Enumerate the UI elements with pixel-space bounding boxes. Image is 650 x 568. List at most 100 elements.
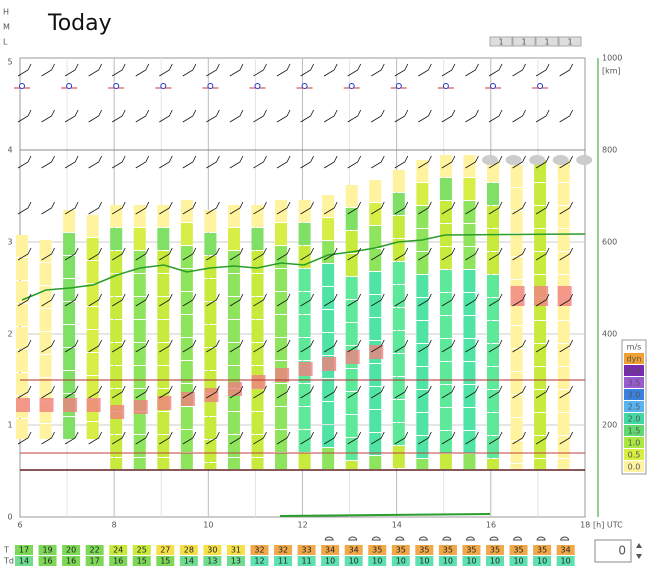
wind-cell [180,338,193,360]
table-cell [486,545,504,555]
wind-cell [298,246,311,268]
wind-barb [111,63,126,77]
table-cell [203,545,222,555]
table-value: 10 [325,557,335,566]
wind-barb [17,339,32,353]
page-button[interactable] [558,36,582,47]
table-value: 35 [396,546,406,555]
wind-barb [64,201,79,215]
table-cell [250,545,269,555]
wind-barb [206,431,220,445]
legend-swatch [624,461,644,472]
table-cell [62,556,81,566]
wind-barb [135,201,150,215]
wind-barb [64,339,79,353]
wind-barb [535,109,550,123]
page-button-label[interactable]: 1 [567,38,572,47]
page-button-label[interactable]: 1 [544,38,549,47]
wind-barb [512,155,526,169]
x-axis-label: 10 [203,521,213,530]
wind-barb [535,247,550,261]
wind-barb [229,293,244,307]
wind-barb [135,431,150,445]
wind-cell [180,269,193,291]
wind-barb [559,63,574,77]
wind-barb [394,385,409,399]
wind-cell [345,461,358,469]
level-label: M [3,23,10,32]
wind-barb [465,339,479,353]
wind-cell [534,459,547,469]
wind-cell [16,350,28,372]
wind-cell [322,287,335,309]
wind-cell [463,408,476,430]
wind-cell [557,459,570,469]
pressure-dot [207,83,214,89]
wind-barb [465,431,479,445]
page-button[interactable] [512,36,536,47]
wind-barb [323,431,338,445]
wind-cell [557,229,570,251]
spin-up[interactable] [636,543,642,548]
x-axis-label: 12 [298,521,308,530]
wind-cell [416,321,429,343]
page-button[interactable] [489,36,513,47]
wind-barb [17,247,32,261]
wind-barb [206,201,220,215]
wind-barb [418,201,432,215]
wind-barb [559,155,574,169]
pressure-dot [537,83,544,89]
table-value: 34 [349,546,359,555]
counter-value[interactable]: 0 [618,544,626,558]
wind-cell [487,413,499,435]
wind-cell [110,435,123,457]
table-cell [297,545,316,555]
wind-cell [439,454,452,469]
wind-barb [300,63,314,77]
wind-cell [369,433,382,455]
wind-cell [510,234,523,256]
page-button-label[interactable]: 1 [498,38,503,47]
legend-label: 3.0 [628,391,641,400]
wind-cell [204,256,217,278]
table-value: 14 [184,557,194,566]
wind-barb [206,155,220,169]
wind-barb [253,293,267,307]
page-button-label[interactable]: 1 [521,38,526,47]
wind-barb [182,431,197,445]
wind-barb [206,63,220,77]
table-cell [156,545,175,555]
wind-barb [17,431,32,445]
table-cell [15,556,33,566]
wind-barb [347,155,362,169]
table-cell [391,545,410,555]
page-button[interactable] [535,36,559,47]
wind-cell [439,178,452,200]
table-cell [344,556,363,566]
wind-barb [300,385,314,399]
table-cell [179,556,198,566]
wind-cell [534,206,547,228]
table-cell [438,556,457,566]
spin-down[interactable] [636,554,642,559]
wind-barb [535,385,550,399]
wind-barb [441,339,456,353]
wind-barb [88,155,103,169]
wind-barb [135,385,150,399]
wind-cell [110,205,123,227]
cloud [552,155,569,165]
wind-barb [418,109,432,123]
pressure-dot [66,83,73,89]
wind-barb [323,155,338,169]
counter-box[interactable] [594,539,632,563]
table-cell [368,545,387,555]
wind-cell [157,435,170,457]
table-value: 32 [278,546,288,555]
wind-cell [369,387,382,409]
table-cell [250,556,269,566]
wind-barb [64,247,79,261]
wind-barb [64,431,79,445]
wind-barb [488,155,503,169]
wind-barb [488,431,503,445]
wind-barb [111,385,126,399]
